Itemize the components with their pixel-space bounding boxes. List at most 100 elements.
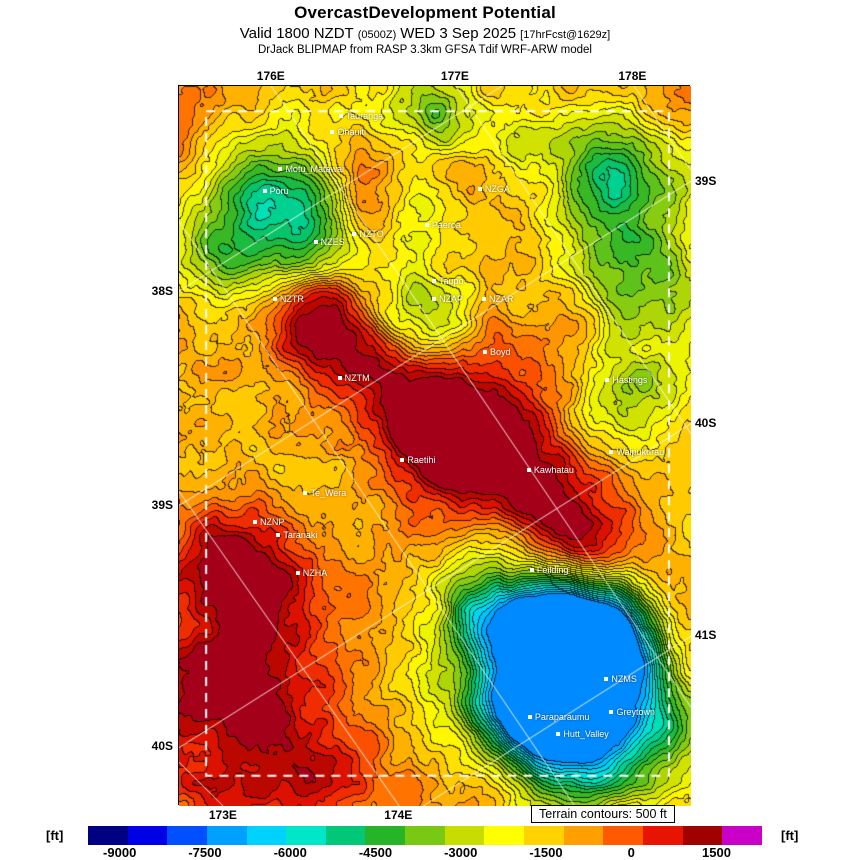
location-dot-icon <box>477 186 482 191</box>
axis-tick-longitude: 173E <box>208 808 237 822</box>
location-label: Paraparaumu <box>534 712 590 723</box>
location-marker: NZTM <box>337 372 370 383</box>
location-dot-icon <box>338 114 343 119</box>
colorbar-segment <box>365 826 406 845</box>
colorbar-segment <box>127 826 168 845</box>
location-marker: Ohauiti <box>330 127 366 137</box>
location-dot-icon <box>482 350 487 355</box>
location-label: NZHA <box>302 567 328 578</box>
colorbar <box>88 826 762 845</box>
location-label: Hastings <box>612 375 648 386</box>
colorbar-segment <box>405 826 445 845</box>
location-label: Ohauiti <box>337 126 366 137</box>
forecast-map-canvas[interactable] <box>179 86 691 806</box>
axis-tick-latitude: 39S <box>695 173 717 188</box>
colorbar-segment <box>722 826 762 845</box>
location-label: Paeroa <box>431 220 461 231</box>
valid-time-line: Valid 1800 NZDT (0500Z) WED 3 Sep 2025 [17h… <box>0 25 850 42</box>
location-label: NZAP <box>438 293 463 304</box>
colorbar-segment <box>524 826 564 845</box>
colorbar-segment <box>563 826 604 845</box>
colorbar-tick-label: -4500 <box>358 845 393 860</box>
colorbar-segment <box>206 826 247 845</box>
location-dot-icon <box>272 296 277 301</box>
colorbar-segment <box>246 826 287 845</box>
colorbar-segment <box>642 826 683 845</box>
map-area: Terrain contours: 500 ft 176E 177E 178E 173… <box>152 69 716 823</box>
location-dot-icon <box>526 468 531 473</box>
location-marker: Boyd <box>482 347 510 357</box>
location-dot-icon <box>605 378 610 383</box>
location-marker: NZTR <box>272 294 304 304</box>
valid-time: Valid 1800 NZDT <box>239 25 354 42</box>
location-dot-icon <box>604 677 609 682</box>
colorbar-tick-label: -3000 <box>444 845 478 860</box>
location-dot-icon <box>556 732 561 737</box>
axis-tick-longitude: 174E <box>384 808 413 822</box>
location-dot-icon <box>337 375 342 380</box>
location-marker: Greytown <box>609 707 655 717</box>
colorbar-tick-label: 1500 <box>702 845 731 860</box>
location-dot-icon <box>303 491 308 496</box>
location-dot-icon <box>352 231 357 236</box>
location-marker: Taranaki <box>276 530 317 540</box>
location-marker: Hastings <box>605 375 647 385</box>
location-label: NZGA <box>484 183 510 194</box>
location-label: NZES <box>320 236 345 247</box>
colorbar-segment <box>167 826 207 845</box>
location-marker: Te_Wera <box>303 488 346 498</box>
location-label: Te_Wera <box>310 488 347 499</box>
header: OvercastDevelopment Potential Valid 1800… <box>0 3 850 56</box>
location-marker: Poru <box>262 186 289 196</box>
location-marker: NZGA <box>477 183 510 194</box>
location-label: NZNP <box>259 516 285 527</box>
location-label: Greytown <box>616 707 655 718</box>
location-marker: Feilding <box>529 564 569 575</box>
location-marker: NZMS <box>604 674 637 684</box>
location-marker: NZTO <box>352 228 384 239</box>
location-label: Waipukurau <box>616 447 665 458</box>
colorbar-segment <box>484 826 525 845</box>
colorbar-segment <box>325 826 366 845</box>
axis-tick-latitude: 40S <box>695 415 717 430</box>
colorbar-tick-labels: -9000 -7500 -6000 -4500 -3000 -1500 0 1500 <box>88 845 762 860</box>
location-marker: Hutt_Valley <box>556 729 609 739</box>
location-label: Tauranga <box>345 111 384 122</box>
location-marker: Taupo <box>431 276 463 286</box>
location-label: NZTM <box>344 372 370 383</box>
colorbar-segment <box>444 826 485 845</box>
colorbar-tick-label: -9000 <box>103 845 137 860</box>
location-label: NZTO <box>359 228 384 239</box>
location-dot-icon <box>313 239 318 244</box>
location-dot-icon <box>400 458 405 463</box>
axis-tick-latitude: 39S <box>151 497 173 512</box>
colorbar-tick-label: -1500 <box>529 845 563 860</box>
colorbar-tick-label: -6000 <box>273 845 307 860</box>
forecast-hour-note: [17hrFcst@1629z] <box>520 29 611 41</box>
valid-zulu: (0500Z) <box>357 29 397 41</box>
location-label: Feilding <box>536 564 569 575</box>
location-dot-icon <box>424 223 429 228</box>
location-marker: NZAP <box>431 293 463 304</box>
terrain-contours-note: Terrain contours: 500 ft <box>531 805 675 823</box>
location-dot-icon <box>527 715 532 720</box>
colorbar-tick-label: 0 <box>627 845 635 860</box>
axis-tick-latitude: 41S <box>695 627 717 642</box>
location-dot-icon <box>609 450 614 455</box>
location-label: Motu_Matawai <box>285 163 344 174</box>
valid-date: WED 3 Sep 2025 <box>400 25 517 42</box>
location-dot-icon <box>330 129 335 134</box>
location-dot-icon <box>431 278 436 283</box>
location-marker: NZHA <box>295 567 328 578</box>
location-label: Raetihi <box>407 455 436 466</box>
axis-tick-longitude: 177E <box>440 69 469 83</box>
location-marker: Paeroa <box>424 220 461 231</box>
location-dot-icon <box>252 519 257 524</box>
colorbar-unit-right: [ft] <box>781 828 799 843</box>
model-info-line: DrJack BLIPMAP from RASP 3.3km GFSA Tdif… <box>257 44 592 56</box>
location-marker: NZES <box>313 236 345 247</box>
location-dot-icon <box>278 166 283 171</box>
page-title: OvercastDevelopment Potential <box>294 3 556 22</box>
location-marker: Motu_Matawai <box>278 164 344 174</box>
